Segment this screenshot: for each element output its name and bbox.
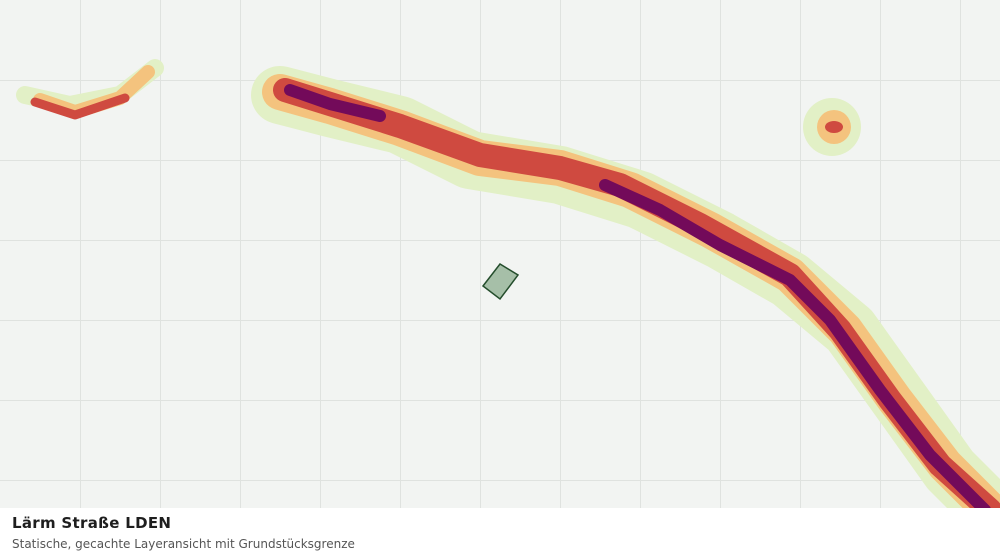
parcel-boundary <box>481 263 520 301</box>
map-subtitle: Statische, gecachte Layeransicht mit Gru… <box>12 537 355 551</box>
map-background <box>0 0 1000 508</box>
caption-panel: Lärm Straße LDEN Statische, gecachte Lay… <box>0 508 1000 560</box>
map <box>0 0 1000 508</box>
noise-layer <box>16 59 1000 508</box>
noise-spot <box>825 121 843 133</box>
map-title: Lärm Straße LDEN <box>12 514 172 532</box>
